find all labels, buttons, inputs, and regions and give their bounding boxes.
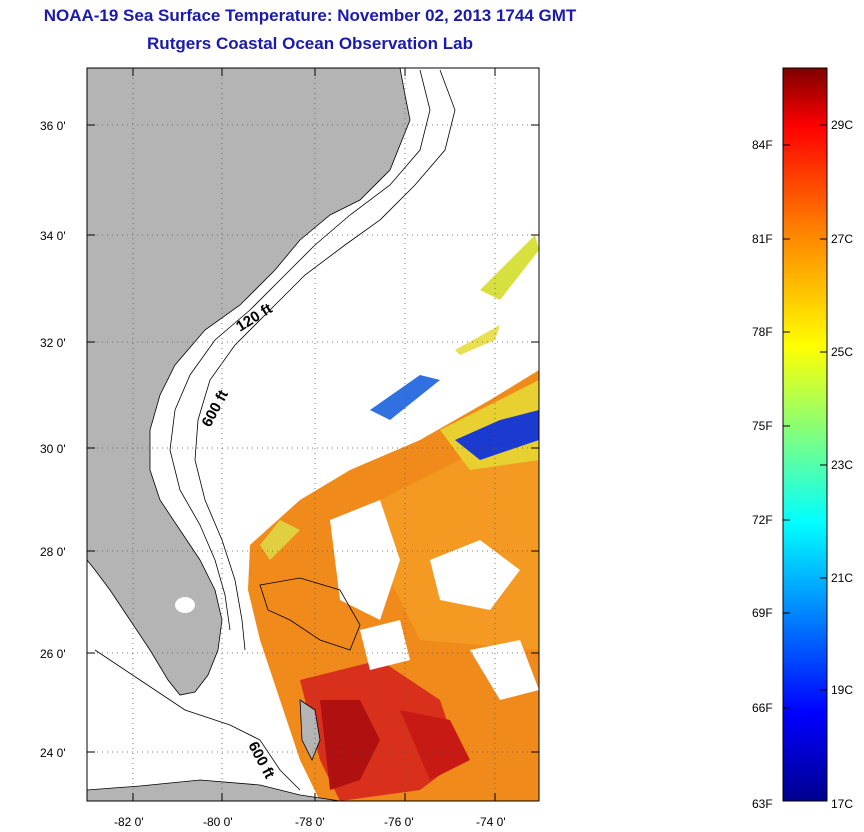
lat-label-28: 28 0' (40, 545, 66, 559)
cb-label-66f: 66F (752, 701, 773, 715)
map-frame (86, 67, 540, 802)
cb-label-84f: 84F (752, 138, 773, 152)
bahamas-island (299, 699, 321, 761)
cb-label-25c: 25C (831, 345, 853, 359)
cb-label-23c: 23C (831, 458, 853, 472)
sst-swath (248, 235, 539, 801)
lon-label-78: -78 0' (295, 815, 325, 829)
lake-okeechobee (175, 597, 195, 613)
map-subtitle: Rutgers Coastal Ocean Observation Lab (147, 34, 473, 53)
map-gridlines (87, 68, 539, 801)
cb-label-21c: 21C (831, 571, 853, 585)
lat-label-36: 36 0' (40, 119, 66, 133)
lon-label-76: -76 0' (384, 815, 414, 829)
cb-label-19c: 19C (831, 683, 853, 697)
lat-label-32: 32 0' (40, 336, 66, 350)
land-mass (87, 68, 411, 696)
cb-label-27c: 27C (831, 232, 853, 246)
lat-label-24: 24 0' (40, 746, 66, 760)
cb-label-63f: 63F (752, 797, 773, 811)
cb-label-78f: 78F (752, 325, 773, 339)
lat-label-34: 34 0' (40, 229, 66, 243)
cb-label-69f: 69F (752, 606, 773, 620)
cb-label-81f: 81F (752, 232, 773, 246)
colorbar (782, 67, 828, 802)
lat-label-30: 30 0' (40, 442, 66, 456)
lon-label-74: -74 0' (476, 815, 506, 829)
cb-label-17c: 17C (831, 797, 853, 811)
contour-120ft (169, 69, 431, 631)
cuba-land (87, 779, 341, 801)
lon-label-82: -82 0' (114, 815, 144, 829)
lon-label-80: -80 0' (203, 815, 233, 829)
map-title: NOAA-19 Sea Surface Temperature: Novembe… (43, 6, 577, 25)
contour-keys (94, 649, 301, 791)
lat-label-26: 26 0' (40, 647, 66, 661)
cb-label-72f: 72F (752, 513, 773, 527)
contour-bahamas (259, 577, 361, 651)
cb-label-29c: 29C (831, 118, 853, 132)
map-content (87, 68, 539, 801)
colorbar-ticks (783, 124, 827, 709)
contour-600ft (194, 69, 456, 651)
cb-label-75f: 75F (752, 419, 773, 433)
